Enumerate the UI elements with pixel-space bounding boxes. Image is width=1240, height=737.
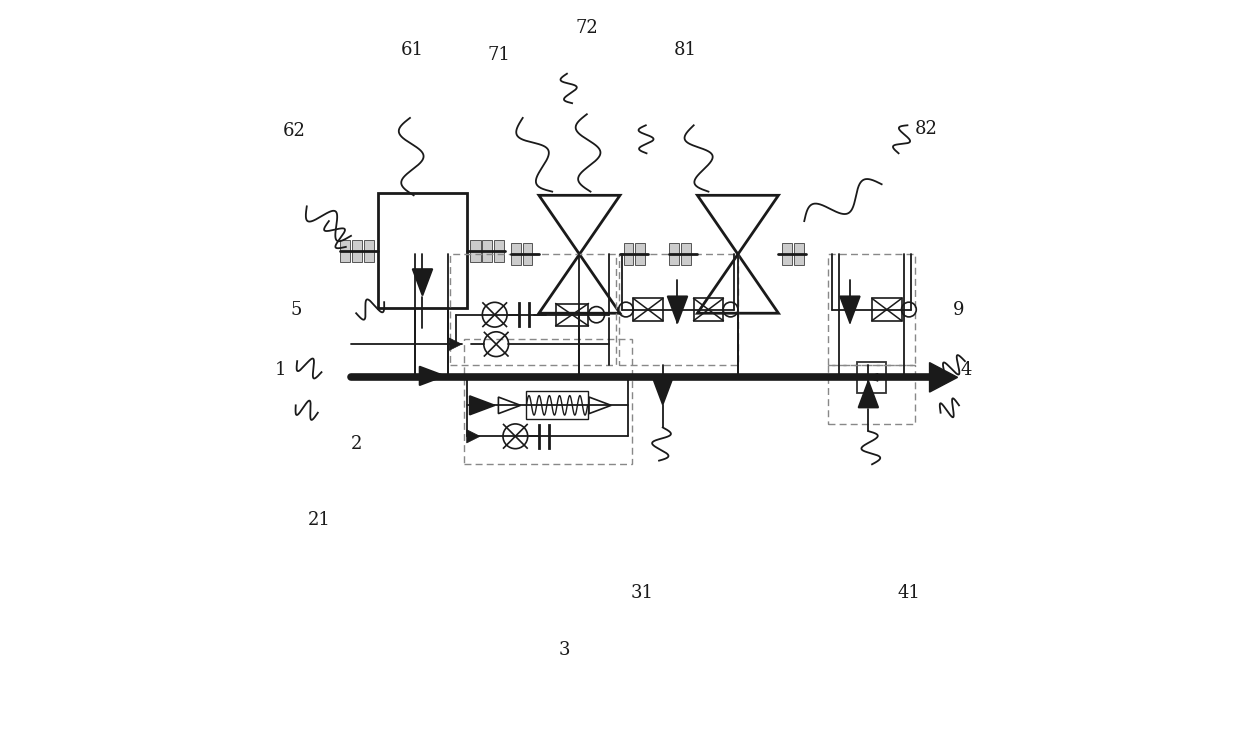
Bar (378, 194, 466, 308)
Text: 9: 9 (954, 301, 965, 318)
Bar (794, 243, 804, 265)
Polygon shape (449, 338, 461, 350)
Bar (782, 243, 791, 265)
Bar (619, 254, 738, 365)
Polygon shape (466, 430, 480, 443)
Text: 82: 82 (914, 120, 937, 138)
Text: 21: 21 (308, 511, 331, 528)
Bar (681, 243, 691, 265)
Text: 5: 5 (290, 301, 301, 318)
Bar (857, 362, 887, 393)
Polygon shape (864, 374, 878, 381)
Bar (464, 339, 632, 464)
Bar (527, 391, 588, 419)
Text: 1: 1 (275, 361, 286, 379)
Text: 62: 62 (283, 122, 306, 140)
Text: 31: 31 (631, 584, 653, 602)
Bar (482, 240, 492, 262)
Bar (470, 240, 481, 262)
Bar (523, 243, 532, 265)
Text: 81: 81 (673, 41, 697, 59)
Bar (828, 365, 915, 424)
Text: 4: 4 (961, 361, 972, 379)
Bar (511, 243, 521, 265)
Polygon shape (667, 296, 687, 323)
Polygon shape (930, 363, 957, 392)
Bar (556, 304, 588, 326)
Polygon shape (413, 269, 433, 296)
Bar (340, 240, 350, 262)
Text: 61: 61 (401, 41, 424, 59)
Text: 2: 2 (351, 435, 362, 453)
Bar (624, 243, 634, 265)
Text: 41: 41 (898, 584, 920, 602)
Bar (635, 243, 645, 265)
Text: 72: 72 (575, 19, 598, 37)
Bar (828, 254, 915, 365)
Bar (634, 298, 662, 321)
Bar (670, 243, 680, 265)
Bar (494, 240, 505, 262)
Polygon shape (419, 366, 445, 385)
Text: 71: 71 (487, 46, 511, 64)
Polygon shape (589, 397, 611, 413)
Text: 3: 3 (559, 641, 570, 659)
Bar (352, 240, 362, 262)
Bar (363, 240, 373, 262)
Polygon shape (498, 397, 521, 413)
Polygon shape (470, 396, 495, 415)
Polygon shape (839, 296, 859, 323)
Bar (872, 298, 901, 321)
Bar (450, 254, 616, 365)
Polygon shape (858, 381, 878, 408)
Polygon shape (652, 378, 672, 405)
Bar (693, 298, 723, 321)
